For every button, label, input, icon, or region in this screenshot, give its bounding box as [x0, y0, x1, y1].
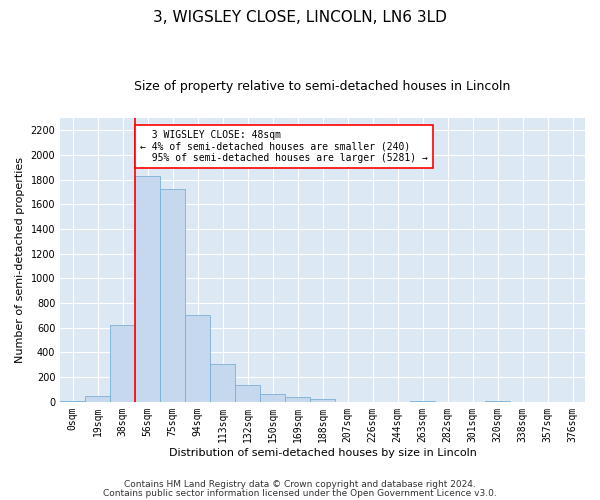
Bar — [160, 190, 185, 402]
Text: 3, WIGSLEY CLOSE, LINCOLN, LN6 3LD: 3, WIGSLEY CLOSE, LINCOLN, LN6 3LD — [153, 10, 447, 25]
Bar — [210, 364, 235, 402]
Bar — [110, 326, 135, 402]
Bar — [260, 394, 285, 402]
Text: Contains HM Land Registry data © Crown copyright and database right 2024.: Contains HM Land Registry data © Crown c… — [124, 480, 476, 489]
Bar — [235, 385, 260, 402]
Bar — [60, 400, 85, 402]
Bar — [185, 316, 210, 402]
Bar — [310, 400, 335, 402]
Text: Contains public sector information licensed under the Open Government Licence v3: Contains public sector information licen… — [103, 488, 497, 498]
Title: Size of property relative to semi-detached houses in Lincoln: Size of property relative to semi-detach… — [134, 80, 511, 93]
Y-axis label: Number of semi-detached properties: Number of semi-detached properties — [15, 157, 25, 363]
Bar — [135, 176, 160, 402]
Bar — [410, 400, 435, 402]
Text: 3 WIGSLEY CLOSE: 48sqm
← 4% of semi-detached houses are smaller (240)
  95% of s: 3 WIGSLEY CLOSE: 48sqm ← 4% of semi-deta… — [140, 130, 428, 164]
X-axis label: Distribution of semi-detached houses by size in Lincoln: Distribution of semi-detached houses by … — [169, 448, 476, 458]
Bar — [85, 396, 110, 402]
Bar — [285, 397, 310, 402]
Bar — [485, 401, 510, 402]
